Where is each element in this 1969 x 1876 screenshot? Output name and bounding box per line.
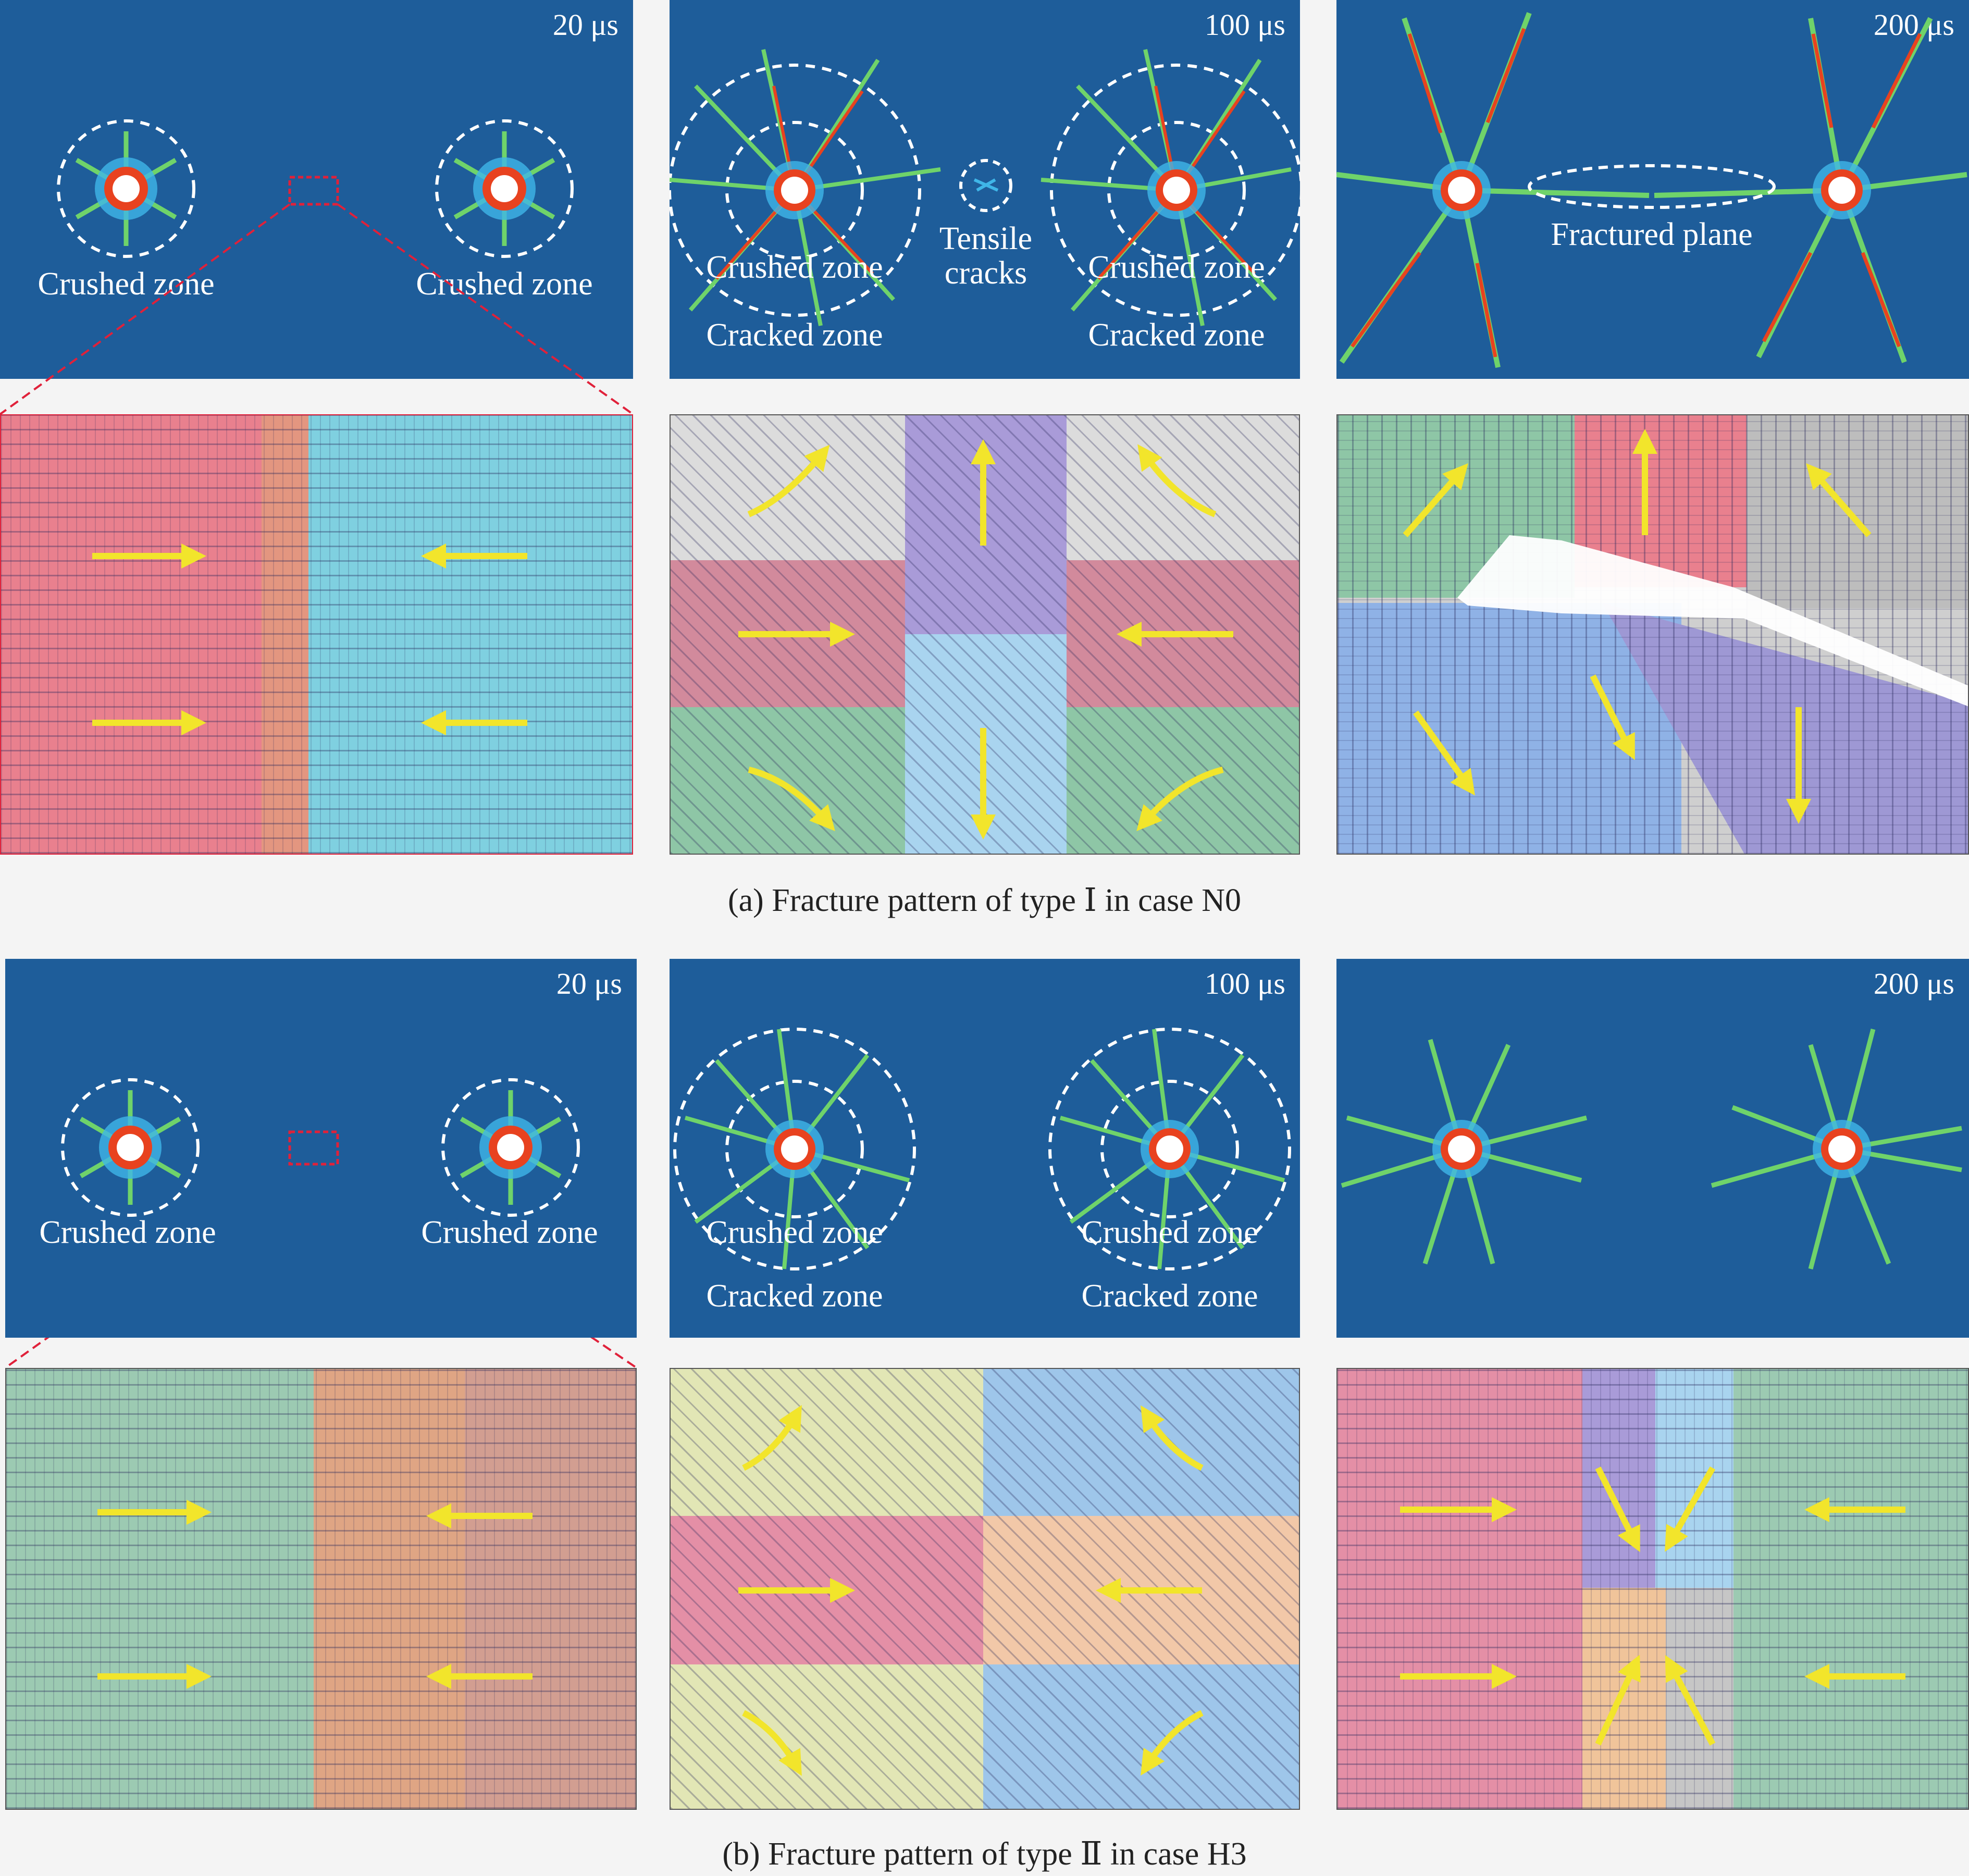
time-label: 20 μs: [552, 8, 618, 42]
time-label: 200 μs: [1873, 8, 1954, 42]
vector-field-b-1: [5, 1368, 637, 1810]
time-label: 20 μs: [556, 967, 622, 1001]
crack-pattern-a-20: [57, 119, 574, 258]
caption-a: (a) Fracture pattern of type Ⅰ in case N…: [727, 883, 1242, 918]
fractured-plane-label: Fractured plane: [1551, 217, 1753, 252]
flow-arrows: [738, 439, 1233, 840]
crack-pattern-a-200: [1336, 12, 1967, 368]
tensile-cracks-label: Tensile cracks: [939, 221, 1033, 291]
zone-label: Crushed zone: [1081, 1215, 1258, 1250]
zone-label: Crushed zone: [39, 1215, 216, 1250]
flow-arrows: [1403, 429, 1872, 824]
panel-b-200us: 200 μs: [1336, 959, 1969, 1338]
panel-b-20us: 20 μs Crushed zone Crushed zone: [5, 959, 637, 1338]
zone-label: Crushed zone: [416, 266, 593, 302]
flow-arrows: [738, 1405, 1204, 1776]
panel-a-20us: 20 μs Crushed zone Crushed zone: [0, 0, 633, 379]
crack-pattern-a-100: [670, 49, 1300, 326]
vector-field-a-2: [670, 414, 1300, 855]
zone-label: Cracked zone: [706, 317, 883, 353]
vector-field-b-3: [1336, 1368, 1969, 1810]
zone-label: Crushed zone: [38, 266, 215, 302]
crack-pattern-b-200: [1341, 1028, 1962, 1270]
time-label: 100 μs: [1204, 967, 1285, 1001]
zone-label: Cracked zone: [1088, 317, 1265, 353]
flow-arrows: [1400, 1466, 1905, 1746]
panel-b-100us: 100 μs Crushed zone: [670, 959, 1300, 1338]
panel-a-100us: 100 μs: [670, 0, 1300, 379]
fractured-gap: [1457, 535, 1968, 707]
zone-label: Crushed zone: [706, 250, 883, 285]
crack-pattern-b-100: [673, 1028, 1291, 1270]
vector-field-b-2: [670, 1368, 1300, 1810]
caption-b: (b) Fracture pattern of type Ⅱ in case H…: [722, 1836, 1247, 1872]
zone-label: Cracked zone: [1081, 1278, 1258, 1314]
vector-field-a-3: [1336, 414, 1969, 855]
flow-arrows: [92, 544, 527, 735]
vector-field-a-1: [0, 414, 633, 855]
panel-a-200us: 200 μs Fracture: [1336, 0, 1969, 379]
zone-label: Crushed zone: [1088, 250, 1265, 285]
crack-pattern-b-20: [61, 1078, 580, 1217]
zone-label: Crushed zone: [706, 1215, 883, 1250]
time-label: 100 μs: [1204, 8, 1285, 42]
zone-label: Crushed zone: [421, 1215, 598, 1250]
time-label: 200 μs: [1873, 967, 1954, 1001]
zone-label: Cracked zone: [706, 1278, 883, 1314]
flow-arrows: [97, 1500, 533, 1689]
